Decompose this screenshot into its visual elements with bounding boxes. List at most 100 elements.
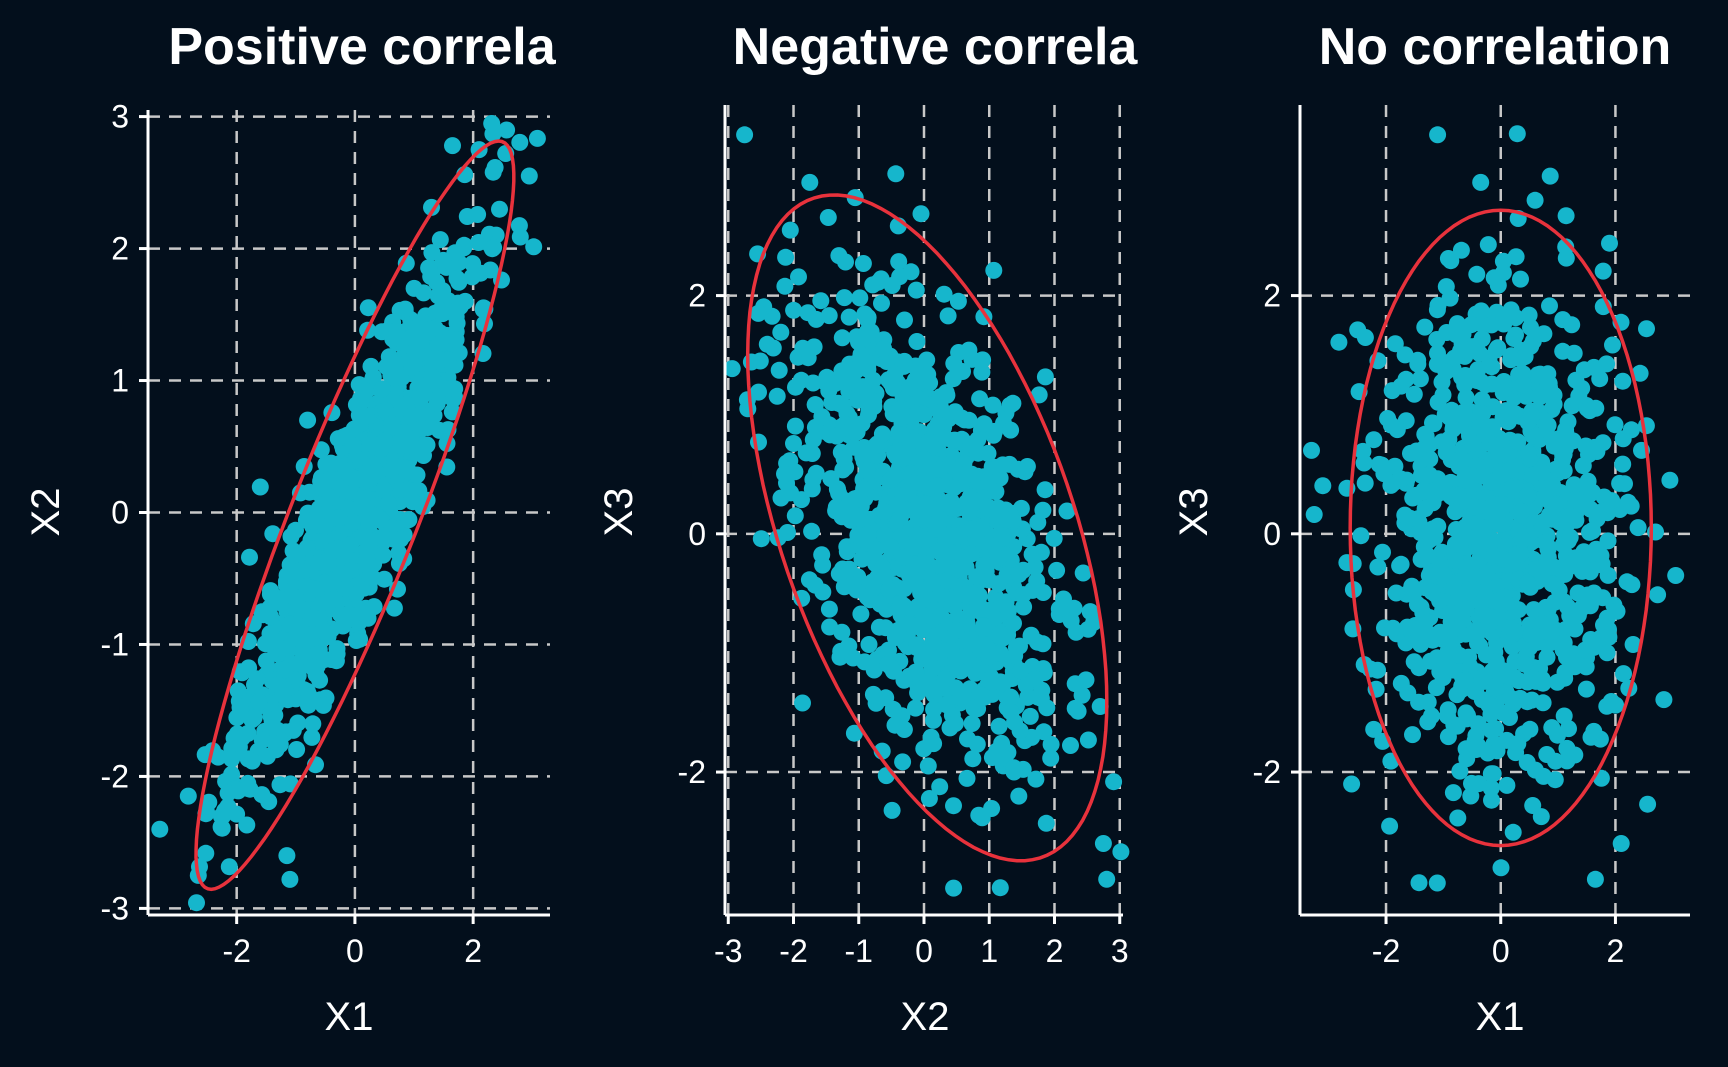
data-point	[322, 454, 340, 472]
y-tick-label: -2	[101, 758, 129, 794]
data-point	[1356, 474, 1374, 492]
data-point	[962, 635, 980, 653]
data-point	[1405, 584, 1423, 602]
data-point	[1580, 446, 1597, 464]
data-point	[813, 546, 831, 564]
data-point	[1048, 561, 1066, 579]
data-point	[1535, 558, 1553, 576]
data-point	[1419, 547, 1437, 565]
data-point	[359, 299, 377, 317]
data-point	[1483, 316, 1500, 334]
data-point	[1541, 167, 1559, 185]
data-point	[1428, 874, 1446, 892]
data-point	[198, 803, 216, 821]
y-tick-label: -2	[678, 754, 706, 790]
y-tick-label: 2	[111, 231, 129, 267]
data-point	[968, 568, 986, 586]
data-point	[914, 621, 932, 639]
data-point	[1379, 410, 1397, 427]
data-point	[1452, 241, 1470, 259]
data-point	[883, 801, 901, 819]
data-point	[284, 721, 302, 739]
y-tick-label: 0	[111, 495, 129, 531]
data-point	[1423, 583, 1441, 601]
data-point	[929, 416, 947, 434]
data-point	[1449, 809, 1467, 827]
data-point	[446, 380, 464, 398]
data-point	[388, 322, 406, 340]
data-point	[1535, 325, 1553, 343]
data-point	[1532, 808, 1550, 826]
data-point	[351, 415, 369, 433]
data-point	[260, 793, 278, 811]
data-point	[484, 163, 502, 181]
data-point	[1586, 870, 1604, 888]
data-point	[863, 573, 881, 591]
data-point	[801, 173, 819, 191]
data-point	[931, 778, 949, 796]
data-point	[886, 716, 904, 734]
data-point	[880, 581, 898, 599]
data-point	[357, 382, 375, 400]
data-point	[386, 457, 404, 475]
data-point	[914, 405, 932, 423]
data-point	[835, 450, 853, 468]
data-point	[300, 687, 318, 705]
data-point	[1483, 473, 1501, 491]
x-tick-label: 3	[1111, 933, 1129, 969]
data-point	[945, 797, 962, 815]
data-point	[1369, 661, 1387, 679]
data-point	[927, 520, 945, 538]
x-tick-label: -2	[1372, 933, 1400, 969]
data-point	[890, 253, 908, 271]
x-axis-label: X2	[901, 995, 950, 1039]
data-point	[823, 394, 841, 411]
data-point	[475, 299, 492, 317]
data-point	[1476, 426, 1494, 444]
data-point	[1028, 572, 1046, 590]
data-point	[1514, 375, 1532, 393]
data-point	[405, 279, 423, 297]
data-point	[1432, 555, 1449, 573]
data-point	[1026, 670, 1044, 688]
panel-3: -2 0 2 -2 0 2 No correlation X1 X3	[1172, 18, 1690, 1039]
data-point	[988, 742, 1006, 760]
data-point	[1388, 421, 1406, 439]
data-point	[920, 433, 938, 451]
data-point	[528, 129, 546, 147]
data-point	[821, 426, 839, 444]
data-point	[1492, 501, 1510, 518]
chart-title: Negative correla	[733, 18, 1139, 76]
data-point	[1559, 559, 1577, 577]
data-point	[979, 500, 997, 518]
data-point	[431, 302, 449, 320]
data-point	[1649, 586, 1667, 604]
data-point	[1386, 335, 1404, 353]
data-point	[1427, 679, 1445, 697]
data-point	[1556, 663, 1574, 681]
data-point	[1444, 784, 1462, 802]
data-point	[1439, 250, 1457, 267]
data-point	[1598, 697, 1616, 715]
confidence-ellipse	[1348, 208, 1654, 848]
data-point	[907, 699, 924, 717]
data-point	[971, 390, 989, 408]
x-tick-label: 2	[464, 933, 482, 969]
data-point	[840, 308, 858, 326]
data-point	[907, 281, 925, 299]
data-point	[935, 285, 953, 303]
data-point	[282, 528, 300, 545]
data-point	[922, 681, 940, 699]
data-point	[994, 629, 1012, 647]
data-point	[447, 331, 465, 349]
data-point	[915, 450, 933, 468]
data-point	[991, 644, 1009, 662]
data-point	[1577, 680, 1595, 698]
data-point	[1631, 364, 1649, 382]
data-point	[1622, 421, 1640, 439]
data-point	[807, 310, 825, 328]
data-point	[918, 644, 936, 662]
data-point	[1462, 787, 1480, 805]
data-point	[1624, 636, 1642, 653]
